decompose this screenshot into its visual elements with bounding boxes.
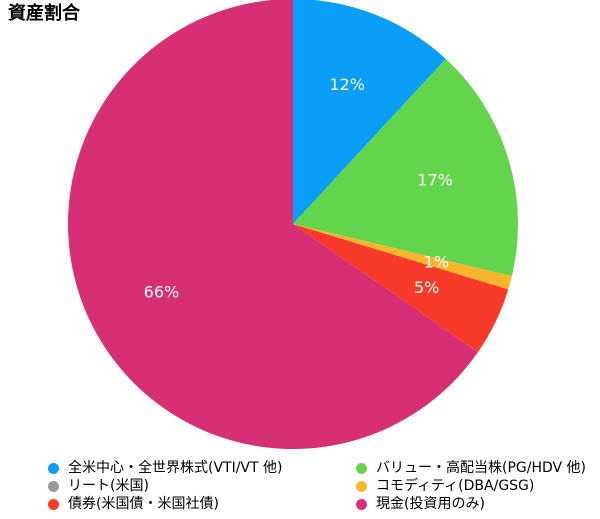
pie-chart: 12% 17% 1% 5% 66% xyxy=(68,0,518,449)
legend-swatch xyxy=(356,499,367,510)
legend-label: リート(米国) xyxy=(68,478,149,494)
legend-swatch xyxy=(48,481,59,492)
pie-slice[interactable] xyxy=(293,224,512,290)
legend-item-reit[interactable]: リート(米国) xyxy=(48,478,356,495)
legend-label: バリュー・高配当株(PG/HDV 他) xyxy=(376,460,587,476)
legend-label: 債券(米国債・米国社債) xyxy=(68,496,219,512)
pie-slice[interactable] xyxy=(293,0,446,224)
legend-label: 現金(投資用のみ) xyxy=(376,496,485,512)
chart-title: 資産割合 xyxy=(8,3,80,24)
chart-legend: 全米中心・全世界株式(VTI/VT 他) バリュー・高配当株(PG/HDV 他)… xyxy=(48,460,600,513)
legend-label: コモディティ(DBA/GSG) xyxy=(376,478,535,494)
legend-label: 全米中心・全世界株式(VTI/VT 他) xyxy=(68,460,283,476)
slice-data-label: 5% xyxy=(414,278,439,297)
legend-item-value-dividend[interactable]: バリュー・高配当株(PG/HDV 他) xyxy=(356,460,600,477)
slice-data-label: 12% xyxy=(329,75,365,94)
legend-swatch xyxy=(48,499,59,510)
legend-swatch xyxy=(356,463,367,474)
legend-swatch xyxy=(356,481,367,492)
legend-item-cash[interactable]: 現金(投資用のみ) xyxy=(356,496,600,513)
slice-data-label: 17% xyxy=(417,170,453,189)
legend-swatch xyxy=(48,463,59,474)
legend-item-vti-vt[interactable]: 全米中心・全世界株式(VTI/VT 他) xyxy=(48,460,356,477)
pie-slice[interactable] xyxy=(293,58,518,277)
legend-item-bonds[interactable]: 債券(米国債・米国社債) xyxy=(48,496,356,513)
pie-slice[interactable] xyxy=(293,224,509,353)
pie-slice[interactable] xyxy=(68,0,478,449)
legend-item-commodity[interactable]: コモディティ(DBA/GSG) xyxy=(356,478,600,495)
slice-data-label: 66% xyxy=(144,282,180,301)
slice-data-label: 1% xyxy=(424,252,449,271)
